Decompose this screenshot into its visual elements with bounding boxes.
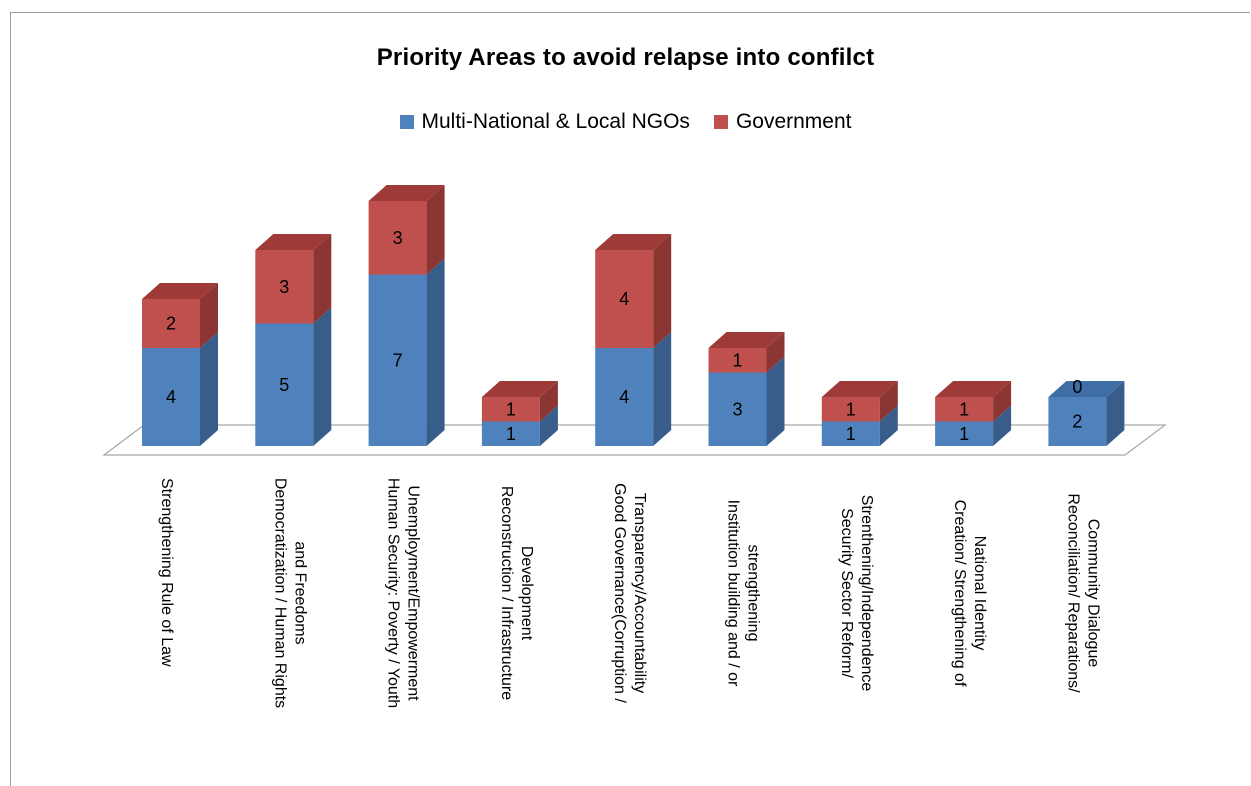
bar-front-0-4 — [595, 348, 654, 446]
bar-front-0-7 — [935, 421, 994, 446]
bar-side-0-7 — [993, 405, 1012, 446]
bar-top-1 — [255, 234, 332, 250]
data-label-1-8: 0 — [1072, 377, 1082, 397]
category-label-6: Security Sector Reform/Strenthening/Inde… — [838, 495, 875, 692]
bar-side-1-4 — [653, 234, 672, 348]
category-label-5: Institution building and / or strengtheni… — [725, 500, 762, 687]
bar-side-0-2 — [426, 258, 445, 446]
category-label-line-8-1: Community Dialogue — [1084, 519, 1101, 668]
data-label-0-0: 4 — [166, 387, 176, 407]
data-label-1-1: 3 — [279, 277, 289, 297]
bar-top-3 — [481, 381, 558, 397]
category-label-line-3-0: Reconstruction / Infrastructure — [498, 486, 515, 700]
data-label-1-4: 4 — [619, 289, 629, 309]
bar-top-7 — [935, 381, 1012, 397]
bar-side-1-7 — [993, 381, 1012, 422]
bar-front-0-0 — [142, 348, 200, 446]
bar-front-1-0 — [142, 299, 200, 348]
data-label-0-5: 3 — [732, 399, 742, 419]
category-label-line-2-1: Unemployment/Empowerment — [405, 485, 422, 701]
bar-side-0-3 — [539, 405, 558, 446]
data-label-0-7: 1 — [959, 424, 969, 444]
bar-top-5 — [708, 332, 785, 348]
category-label-4: Good Governance(Corruption / Transparency… — [611, 483, 648, 703]
bar-front-1-5 — [708, 348, 767, 373]
category-label-line-7-1: National Identity — [971, 536, 988, 651]
category-label-line-7-0: Creation/ Strengthening of — [951, 500, 968, 687]
bar-front-1-3 — [481, 397, 540, 422]
chart-title: Priority Areas to avoid relapse into con… — [376, 44, 875, 71]
category-label-8: Reconciliation/ Reparations/Community Di… — [1064, 493, 1101, 693]
category-label-7: Creation/ Strengthening of National Ident… — [951, 500, 988, 687]
bar-side-1-1 — [313, 234, 332, 324]
data-label-1-0: 2 — [166, 314, 176, 334]
bar-top-2 — [368, 185, 445, 201]
bar-side-1-6 — [879, 381, 898, 422]
bar-front-0-5 — [708, 372, 767, 446]
bar-side-0-5 — [766, 356, 785, 446]
category-label-1: Democratization / Human Rights and Freedo… — [271, 478, 308, 708]
legend-label-ngos: Multi-National & Local NGOs — [421, 110, 690, 133]
bar-side-1-3 — [539, 381, 558, 422]
category-label-line-8-0: Reconciliation/ Reparations/ — [1064, 493, 1081, 693]
chart-frame — [10, 12, 1250, 786]
category-label-line-6-1: Strenthening/Independence — [858, 495, 875, 692]
category-label-line-3-1: Development — [518, 546, 535, 641]
bar-front-1-6 — [821, 397, 880, 422]
bar-front-0-6 — [821, 421, 880, 446]
category-label-3: Reconstruction / Infrastructure Developme… — [498, 486, 535, 700]
bar-front-1-1 — [255, 250, 314, 324]
bar-side-1-5 — [766, 332, 785, 373]
category-label-2: Human Security: Poverty / Youth Unemploym… — [385, 478, 422, 708]
bar-top-0 — [142, 283, 218, 299]
bar-front-0-8 — [1048, 397, 1107, 446]
bar-front-1-7 — [935, 397, 994, 422]
bar-front-1-2 — [368, 201, 427, 275]
bar-front-1-4 — [595, 250, 654, 348]
legend-label-government: Government — [735, 110, 852, 133]
category-label-line-5-0: Institution building and / or — [725, 500, 742, 687]
bar-side-0-6 — [879, 405, 898, 446]
category-label-line-1-1: and Freedoms — [291, 541, 308, 644]
bar-side-1-0 — [200, 283, 218, 348]
chart-legend: Multi-National & Local NGOs Government — [0, 110, 1251, 134]
data-label-1-3: 1 — [506, 399, 516, 419]
category-label-line-4-1: Transparency/Accountability — [631, 493, 648, 693]
data-label-1-5: 1 — [732, 350, 742, 370]
data-label-0-1: 5 — [279, 375, 289, 395]
bar-side-0-1 — [313, 307, 332, 446]
bar-front-0-1 — [255, 323, 314, 446]
bar-side-0-4 — [653, 332, 672, 446]
data-label-1-6: 1 — [846, 399, 856, 419]
bar-side-1-2 — [426, 185, 445, 275]
bar-side-0-8 — [1106, 381, 1125, 446]
category-label-line-0-0: Strengthening Rule of Law — [158, 478, 175, 667]
data-label-0-4: 4 — [619, 387, 629, 407]
bar-front-0-3 — [481, 421, 540, 446]
data-label-1-2: 3 — [393, 228, 403, 248]
data-label-1-7: 1 — [959, 399, 969, 419]
legend-item-ngos: Multi-National & Local NGOs — [399, 110, 690, 134]
data-label-0-6: 1 — [846, 424, 856, 444]
category-label-0: Strengthening Rule of Law — [158, 478, 175, 667]
bar-front-0-2 — [368, 274, 427, 446]
legend-swatch-government — [713, 115, 728, 129]
legend-item-government: Government — [713, 110, 852, 134]
bar-top-4 — [595, 234, 672, 250]
category-label-line-1-0: Democratization / Human Rights — [271, 478, 288, 708]
data-label-0-3: 1 — [506, 424, 516, 444]
legend-swatch-ngos — [399, 115, 414, 129]
category-label-line-6-0: Security Sector Reform/ — [838, 508, 855, 678]
data-label-0-2: 7 — [393, 350, 403, 370]
bar-top-8 — [1048, 381, 1125, 397]
bar-top-6 — [821, 381, 898, 397]
category-label-line-2-0: Human Security: Poverty / Youth — [385, 478, 402, 708]
category-label-line-4-0: Good Governance(Corruption / — [611, 483, 628, 703]
bar-side-0-0 — [200, 332, 218, 446]
data-label-0-8: 2 — [1072, 412, 1082, 432]
category-label-line-5-1: strengthening — [745, 545, 762, 642]
